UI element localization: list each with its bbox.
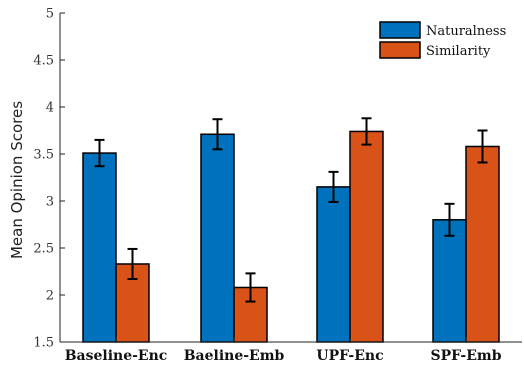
bar-naturalness-baeline-emb: [200, 133, 235, 343]
x-tick-label: UPF-Enc: [316, 348, 383, 364]
legend-label-naturalness: Naturalness: [426, 24, 506, 39]
y-ticks: 1.5 2 2.5 3 3.5 4 4.5 5: [33, 7, 65, 351]
bar-similarity-upf-enc: [349, 130, 384, 343]
bar-naturalness-upf-enc: [316, 186, 351, 343]
bars-layer: [82, 130, 500, 343]
y-tick-label: 2: [46, 289, 54, 304]
legend-label-similarity: Similarity: [426, 44, 491, 59]
y-tick-label: 1.5: [33, 336, 54, 351]
error-bar: [94, 138, 105, 168]
error-bar: [328, 170, 339, 203]
error-bar: [477, 129, 488, 164]
y-tick-label: 2.5: [33, 242, 54, 257]
x-tick-label: Baeline-Emb: [184, 348, 285, 364]
bar-similarity-spf-emb: [465, 145, 500, 343]
error-bar: [245, 272, 256, 303]
y-axis-title: Mean Opinion Scores: [8, 101, 26, 259]
legend: Naturalness Similarity: [372, 18, 506, 62]
legend-swatch-naturalness: [379, 21, 421, 39]
error-bar: [212, 118, 223, 151]
axes-layer: [59, 13, 522, 343]
x-tick-label: Baseline-Enc: [65, 348, 168, 364]
error-bar: [361, 117, 372, 146]
y-tick-label: 3.5: [33, 148, 54, 163]
y-tick-label: 5: [46, 7, 54, 22]
x-ticks: Baseline-Enc Baeline-Emb UPF-Enc SPF-Emb: [65, 337, 502, 364]
x-tick-label: SPF-Emb: [430, 348, 501, 364]
error-bar: [444, 202, 455, 237]
bar-naturalness-baseline-enc: [82, 152, 117, 343]
errorbars-layer: [94, 117, 488, 303]
bar-naturalness-spf-emb: [432, 219, 467, 343]
y-tick-label: 4.5: [33, 54, 54, 69]
error-bar: [127, 247, 138, 281]
y-tick-label: 3: [46, 195, 54, 210]
legend-swatch-similarity: [379, 41, 421, 59]
y-tick-label: 4: [46, 101, 54, 116]
